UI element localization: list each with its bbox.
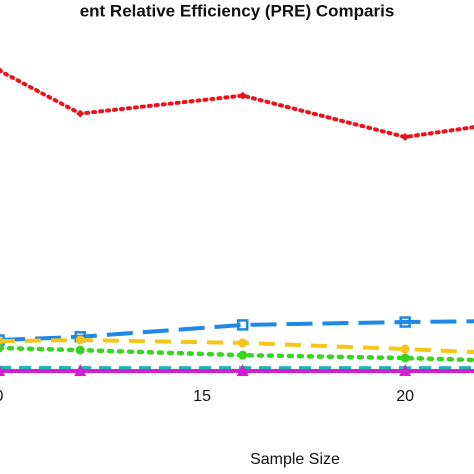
series-line xyxy=(0,319,474,343)
point-marker xyxy=(0,366,5,376)
point-marker xyxy=(238,350,248,360)
x-tick-label: 0 xyxy=(0,388,4,405)
chart-title: ent Relative Efficiency (PRE) Comparis xyxy=(80,1,395,20)
point-marker xyxy=(236,319,249,331)
series-line xyxy=(0,68,474,140)
point-marker xyxy=(400,353,410,363)
point-marker xyxy=(399,316,411,328)
point-marker xyxy=(401,133,410,141)
point-marker xyxy=(236,364,249,376)
point-marker xyxy=(238,338,248,348)
point-marker xyxy=(75,345,85,355)
point-marker xyxy=(76,109,85,118)
x-tick-label: 15 xyxy=(193,388,211,405)
point-marker xyxy=(0,336,4,346)
point-marker xyxy=(75,335,85,345)
point-marker xyxy=(238,91,247,100)
point-marker xyxy=(0,67,3,74)
point-marker xyxy=(400,344,410,354)
point-marker xyxy=(399,364,412,376)
point-marker xyxy=(74,364,87,376)
x-axis-label: Sample Size xyxy=(250,451,340,468)
x-tick-label: 20 xyxy=(396,388,414,405)
point-marker xyxy=(0,343,4,353)
